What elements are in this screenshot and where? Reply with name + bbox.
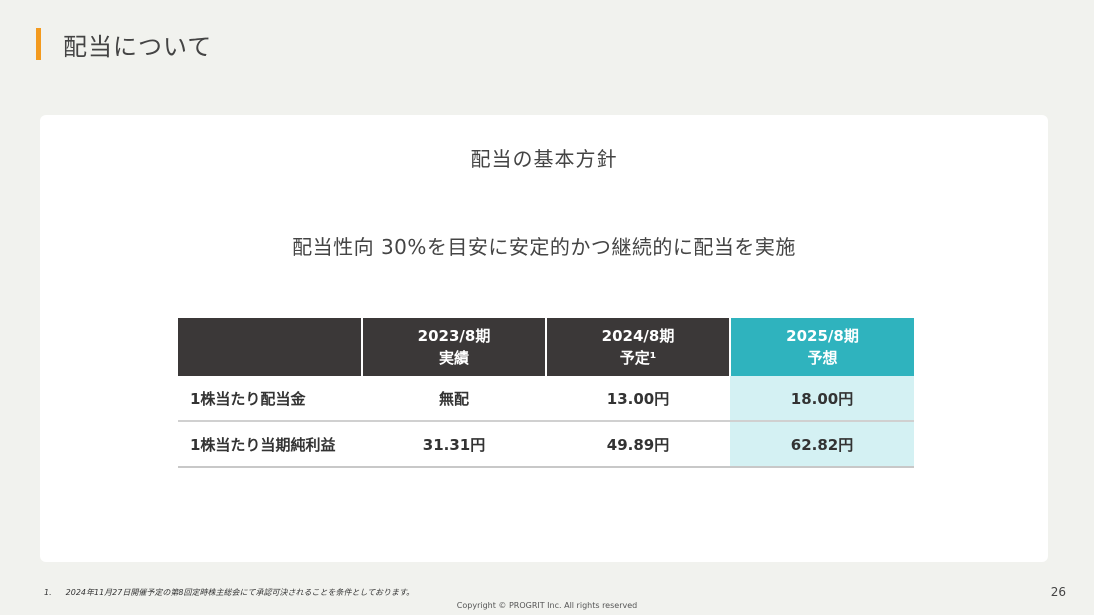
- page-header: 配当について: [36, 28, 213, 61]
- content-card: 配当の基本方針 配当性向 30%を目安に安定的かつ継続的に配当を実施 2023/…: [40, 115, 1048, 562]
- header-fy2023: 2023/8期 実績: [362, 318, 547, 376]
- title-accent-bar: [36, 28, 41, 60]
- footnote-text: 2024年11月27日開催予定の第8回定時株主総会にて承認可決されることを条件と…: [65, 588, 415, 597]
- header-status: 予定¹: [619, 349, 657, 367]
- dividend-policy-statement: 配当性向 30%を目安に安定的かつ継続的に配当を実施: [292, 235, 796, 259]
- header-empty-cell: [178, 318, 363, 376]
- header-status: 実績: [438, 349, 469, 367]
- table-cell: 31.31円: [362, 421, 546, 468]
- row-label: 1株当たり配当金: [178, 376, 362, 422]
- header-period: 2025/8期: [786, 327, 859, 345]
- header-period: 2023/8期: [417, 327, 491, 345]
- table-row: 1株当たり配当金 無配 13.00円 18.00円: [178, 376, 914, 422]
- page-number: 26: [1050, 585, 1066, 599]
- header-fy2025: 2025/8期 予想: [730, 318, 914, 376]
- row-label: 1株当たり当期純利益: [178, 421, 362, 468]
- footnote: 1. 2024年11月27日開催予定の第8回定時株主総会にて承認可決されることを条…: [44, 587, 414, 598]
- header-period: 2024/8期: [601, 327, 675, 345]
- header-fy2024: 2024/8期 予定¹: [546, 318, 731, 376]
- table-cell-highlight: 62.82円: [730, 421, 914, 468]
- table-header-row: 2023/8期 実績 2024/8期 予定¹ 2025/8期 予想: [178, 318, 914, 376]
- footnote-number: 1.: [44, 588, 52, 597]
- table-cell-highlight: 18.00円: [730, 376, 914, 422]
- table-cell: 無配: [362, 376, 546, 422]
- header-status: 予想: [807, 349, 838, 367]
- page-title: 配当について: [63, 32, 213, 61]
- copyright: Copyright © PROGRIT Inc. All rights rese…: [456, 601, 638, 610]
- dividend-table: 2023/8期 実績 2024/8期 予定¹ 2025/8期 予想 1株当たり配…: [178, 318, 914, 468]
- card-heading: 配当の基本方針: [470, 147, 618, 171]
- table-cell: 49.89円: [546, 421, 730, 468]
- table-row: 1株当たり当期純利益 31.31円 49.89円 62.82円: [178, 421, 914, 468]
- table-cell: 13.00円: [546, 376, 730, 422]
